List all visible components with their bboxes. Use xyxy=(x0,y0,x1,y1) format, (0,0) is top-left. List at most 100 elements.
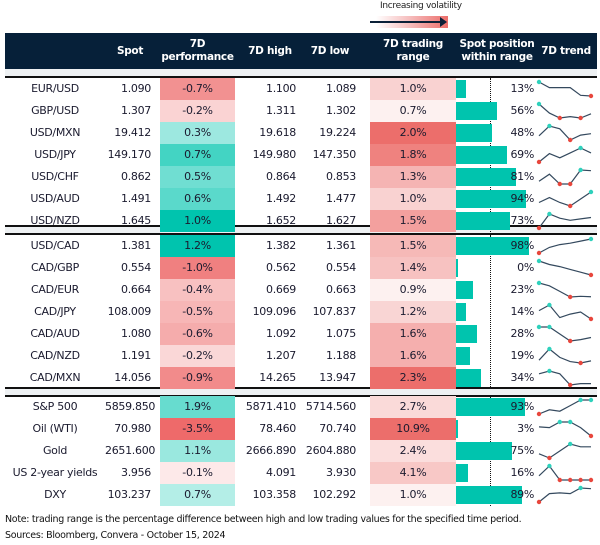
table-row: US 2-year yields 3.956 -0.1% 4.091 3.930… xyxy=(5,462,597,484)
range-value: 2.7% xyxy=(370,396,456,418)
trend-low-point xyxy=(557,181,562,187)
table-row: CAD/MXN 14.056 -0.9% 14.265 13.947 2.3% … xyxy=(5,367,597,389)
performance-value: -0.2% xyxy=(160,345,235,367)
trend-line xyxy=(538,304,592,320)
position-bar xyxy=(456,168,516,186)
performance-value: -0.1% xyxy=(160,462,235,484)
trend-low-point xyxy=(568,477,573,483)
instrument-name: CAD/GBP xyxy=(31,261,79,274)
trend-high-point xyxy=(536,324,542,330)
sparkline xyxy=(536,211,592,231)
position-value: 89% xyxy=(510,488,534,501)
arrow-head-icon xyxy=(440,17,447,27)
spot-value: 1.090 xyxy=(121,82,151,95)
table-row: USD/CHF 0.862 0.5% 0.864 0.853 1.3% 81% xyxy=(5,166,597,188)
trend-high-point xyxy=(568,441,573,447)
performance-value: 0.6% xyxy=(160,188,235,210)
low-value: 5714.560 xyxy=(305,400,356,413)
instrument-name: USD/JPY xyxy=(34,148,76,161)
trend-low-point xyxy=(578,360,583,366)
trend-low-point xyxy=(568,203,573,209)
position-bar xyxy=(456,80,466,98)
position-value: 73% xyxy=(510,214,534,227)
table-row: CAD/AUD 1.080 -0.6% 1.092 1.075 1.6% 28% xyxy=(5,323,597,345)
high-value: 0.669 xyxy=(266,283,296,296)
trend-high-point xyxy=(588,236,594,242)
instrument-name: US 2-year yields xyxy=(12,466,98,479)
performance-value: 0.7% xyxy=(160,144,235,166)
trend-high-point xyxy=(557,419,562,425)
high-value: 1.207 xyxy=(266,349,296,362)
performance-value: -0.4% xyxy=(160,279,235,301)
divider-line xyxy=(5,395,597,397)
spot-value: 3.956 xyxy=(121,466,151,479)
table-row: USD/MXN 19.412 0.3% 19.618 19.224 2.0% 4… xyxy=(5,122,597,144)
range-value: 10.9% xyxy=(370,418,456,440)
legend-label: Increasing volatility xyxy=(380,1,462,11)
high-value: 4.091 xyxy=(266,466,296,479)
low-value: 0.663 xyxy=(326,283,356,296)
divider-line xyxy=(5,76,597,78)
performance-value: -3.5% xyxy=(160,418,235,440)
col-position: Spot position within range xyxy=(459,38,535,63)
col-perf: 7D performance xyxy=(161,38,234,63)
position-bar xyxy=(456,281,474,299)
trend-cell xyxy=(533,440,597,462)
low-value: 19.224 xyxy=(319,126,356,139)
trend-cell xyxy=(533,100,597,122)
sparkline xyxy=(536,145,592,165)
position-bar xyxy=(456,102,498,120)
performance-value: 0.7% xyxy=(160,484,235,506)
range-value: 2.0% xyxy=(370,122,456,144)
table-row: CAD/EUR 0.664 -0.4% 0.669 0.663 0.9% 23% xyxy=(5,279,597,301)
performance-value: 1.0% xyxy=(160,210,235,232)
sparkline xyxy=(536,236,594,256)
trend-high-point xyxy=(547,346,552,352)
table-row: Gold 2651.600 1.1% 2666.890 2604.880 2.4… xyxy=(5,440,597,462)
range-value: 0.7% xyxy=(370,100,456,122)
trend-cell xyxy=(533,462,597,484)
range-value: 1.8% xyxy=(370,144,456,166)
trend-cell xyxy=(533,78,597,100)
performance-value: -0.5% xyxy=(160,301,235,323)
trend-cell xyxy=(533,144,597,166)
sparkline xyxy=(538,419,594,439)
trend-low-point xyxy=(568,181,573,187)
trend-low-point xyxy=(578,115,583,121)
position-value: 48% xyxy=(510,126,534,139)
table-header: Spot 7D performance 7D high 7D low 7D tr… xyxy=(5,33,597,69)
range-value: 1.6% xyxy=(370,323,456,345)
high-value: 103.358 xyxy=(252,488,297,501)
trend-line xyxy=(538,260,592,276)
low-value: 147.350 xyxy=(312,148,357,161)
trend-low-point xyxy=(578,477,583,483)
position-bar xyxy=(456,190,526,208)
trend-line xyxy=(539,326,592,342)
instrument-name: Gold xyxy=(42,444,68,457)
high-value: 0.562 xyxy=(266,261,296,274)
sparkline xyxy=(536,258,594,278)
performance-value: 1.9% xyxy=(160,396,235,418)
trend-low-point xyxy=(588,93,594,99)
table-row: USD/CAD 1.381 1.2% 1.382 1.361 1.5% 98% xyxy=(5,235,597,257)
spot-value: 1.645 xyxy=(121,214,151,227)
col-trend: 7D trend xyxy=(541,44,591,57)
sparkline xyxy=(538,167,592,187)
divider-line xyxy=(5,233,597,235)
col-spot: Spot xyxy=(116,44,144,57)
position-value: 75% xyxy=(510,444,534,457)
trend-line xyxy=(538,125,592,141)
instrument-name: CAD/JPY xyxy=(34,305,76,318)
trend-high-point xyxy=(547,211,552,217)
position-bar xyxy=(456,124,492,142)
instrument-name: USD/CHF xyxy=(31,170,79,183)
high-value: 1.492 xyxy=(266,192,296,205)
trend-high-point xyxy=(536,79,542,85)
range-value: 1.4% xyxy=(370,257,456,279)
trend-cell xyxy=(533,188,597,210)
position-value: 28% xyxy=(510,327,534,340)
spot-value: 1.080 xyxy=(121,327,151,340)
sparkline xyxy=(538,368,591,388)
position-value: 56% xyxy=(510,104,534,117)
trend-low-point xyxy=(588,316,594,322)
